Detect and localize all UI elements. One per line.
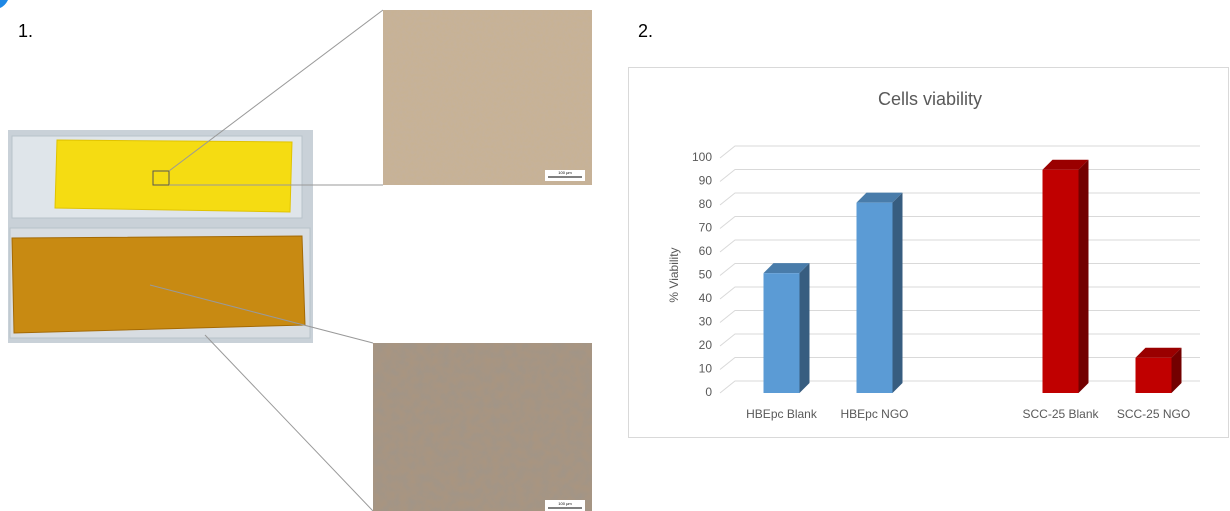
- y-tick-label: 80: [699, 197, 713, 211]
- x-tick-label: SCC-25 NGO: [1117, 407, 1190, 421]
- bar: [1136, 358, 1172, 393]
- micrograph: [373, 343, 592, 511]
- brown-film: [12, 236, 305, 333]
- y-tick-label: 40: [699, 291, 713, 305]
- x-tick-label: HBEpc Blank: [746, 407, 818, 421]
- bar-side: [800, 263, 810, 393]
- y-tick-label: 70: [699, 221, 713, 235]
- y-tick-label: 90: [699, 174, 713, 188]
- y-tick-label: 100: [692, 150, 712, 164]
- y-axis-label: % Viability: [667, 247, 681, 302]
- bar-side: [893, 193, 903, 393]
- chart-title: Cells viability: [878, 89, 982, 109]
- panel-label: 1.: [18, 21, 33, 41]
- bar: [857, 203, 893, 393]
- corner-mark: [0, 0, 8, 8]
- y-tick-label: 60: [699, 244, 713, 258]
- x-tick-label: HBEpc NGO: [840, 407, 908, 421]
- micrograph: [383, 10, 592, 185]
- scale-label: 100 μm: [558, 501, 572, 506]
- bar-side: [1079, 160, 1089, 393]
- yellow-film: [55, 140, 292, 212]
- y-tick-label: 10: [699, 362, 713, 376]
- y-tick-label: 50: [699, 268, 713, 282]
- y-tick-label: 0: [705, 385, 712, 399]
- panel-label: 2.: [638, 21, 653, 41]
- zoom-line: [205, 335, 373, 511]
- bar: [764, 273, 800, 393]
- y-tick-label: 20: [699, 338, 713, 352]
- x-tick-label: SCC-25 Blank: [1022, 407, 1099, 421]
- bar: [1043, 170, 1079, 393]
- scale-label: 100 μm: [558, 170, 572, 175]
- figure: 1. 2. 100 μm 100 μm Cells viability % Vi…: [0, 0, 1230, 511]
- y-tick-label: 30: [699, 315, 713, 329]
